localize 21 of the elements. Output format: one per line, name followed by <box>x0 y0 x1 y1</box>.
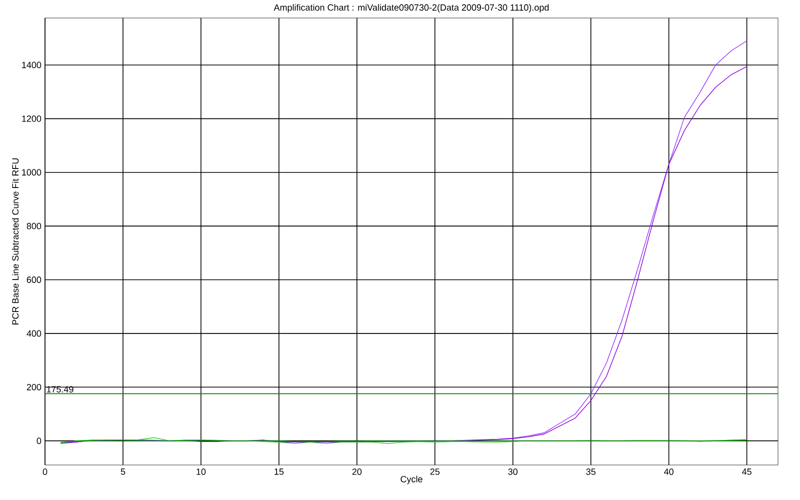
x-tick-label: 5 <box>120 468 126 475</box>
y-tick-label: 600 <box>26 276 42 283</box>
x-tick-label: 25 <box>430 468 440 475</box>
y-axis-title: PCR Base Line Subtracted Curve Fit RFU <box>12 158 19 325</box>
y-tick-label: 400 <box>26 330 42 337</box>
x-tick-label: 40 <box>664 468 674 475</box>
y-tick-label: 1000 <box>22 169 42 176</box>
chart-title: Amplification Chart : miValidate090730-2(Data 2009-07-30 1110).opd <box>274 4 549 12</box>
x-tick-label: 0 <box>42 468 48 475</box>
x-tick-label: 15 <box>274 468 284 475</box>
x-tick-label: 30 <box>508 468 518 475</box>
y-tick-label: 1400 <box>22 62 42 68</box>
x-tick-label: 45 <box>742 468 752 475</box>
x-tick-label: 20 <box>352 468 362 475</box>
x-tick-label: 10 <box>196 468 206 475</box>
y-tick-label: 1200 <box>22 115 42 122</box>
x-axis-title: Cycle <box>400 476 422 484</box>
y-tick-label: 0 <box>36 438 42 444</box>
y-tick-label: 200 <box>26 384 42 390</box>
x-tick-label: 35 <box>586 468 596 475</box>
y-tick-label: 800 <box>26 222 42 230</box>
